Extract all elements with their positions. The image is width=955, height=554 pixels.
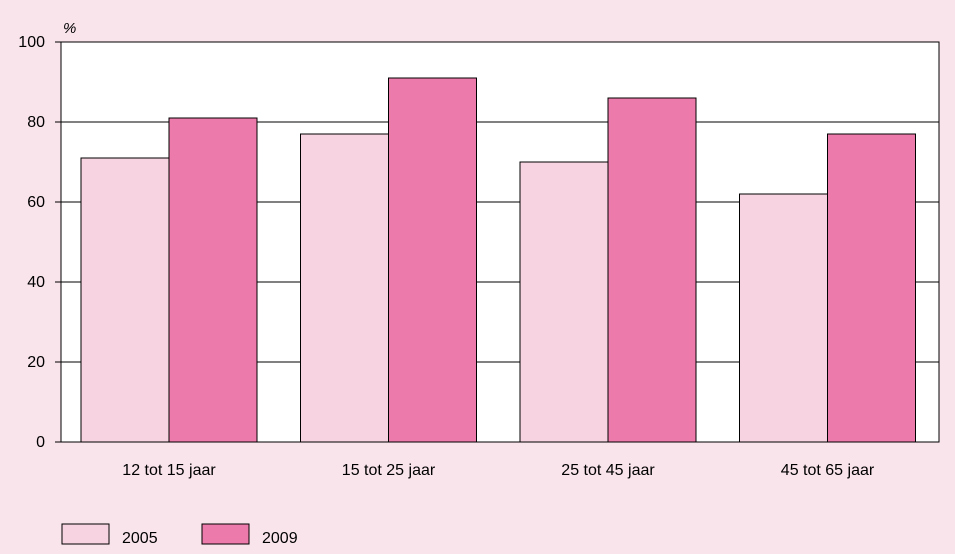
y-tick-label: 0 — [36, 434, 45, 451]
bar-2005-2 — [300, 133, 389, 443]
bar-2005-1 — [80, 157, 170, 443]
bar-2009-1 — [168, 117, 258, 443]
y-unit-label: % — [63, 20, 76, 37]
y-tick-label: 80 — [27, 114, 45, 131]
legend-swatch-2009 — [201, 523, 250, 545]
y-tick-label: 40 — [27, 274, 45, 291]
y-tick-labels: 0 20 40 60 80 100 — [18, 34, 45, 451]
legend: 2005 2009 — [61, 523, 298, 547]
y-tick-label: 60 — [27, 194, 45, 211]
bar-2005-4 — [739, 193, 828, 443]
bar-2009-2 — [388, 77, 477, 443]
plot-frame — [60, 41, 940, 443]
legend-label-2005: 2005 — [122, 530, 158, 547]
y-tick-label: 100 — [18, 34, 45, 51]
y-tick-label: 20 — [27, 354, 45, 371]
x-tick-label: 15 tot 25 jaar — [342, 462, 436, 479]
axes — [55, 41, 940, 443]
bar-2005-3 — [519, 161, 609, 443]
legend-swatch-2005 — [61, 523, 110, 545]
x-tick-label: 12 tot 15 jaar — [122, 462, 216, 479]
x-tick-label: 45 tot 65 jaar — [781, 462, 875, 479]
x-tick-labels: 12 tot 15 jaar 15 tot 25 jaar 25 tot 45 ja… — [122, 462, 875, 479]
legend-label-2009: 2009 — [262, 530, 298, 547]
bar-2009-4 — [827, 133, 916, 443]
x-tick-label: 25 tot 45 jaar — [561, 462, 655, 479]
bar-2009-3 — [607, 97, 697, 443]
